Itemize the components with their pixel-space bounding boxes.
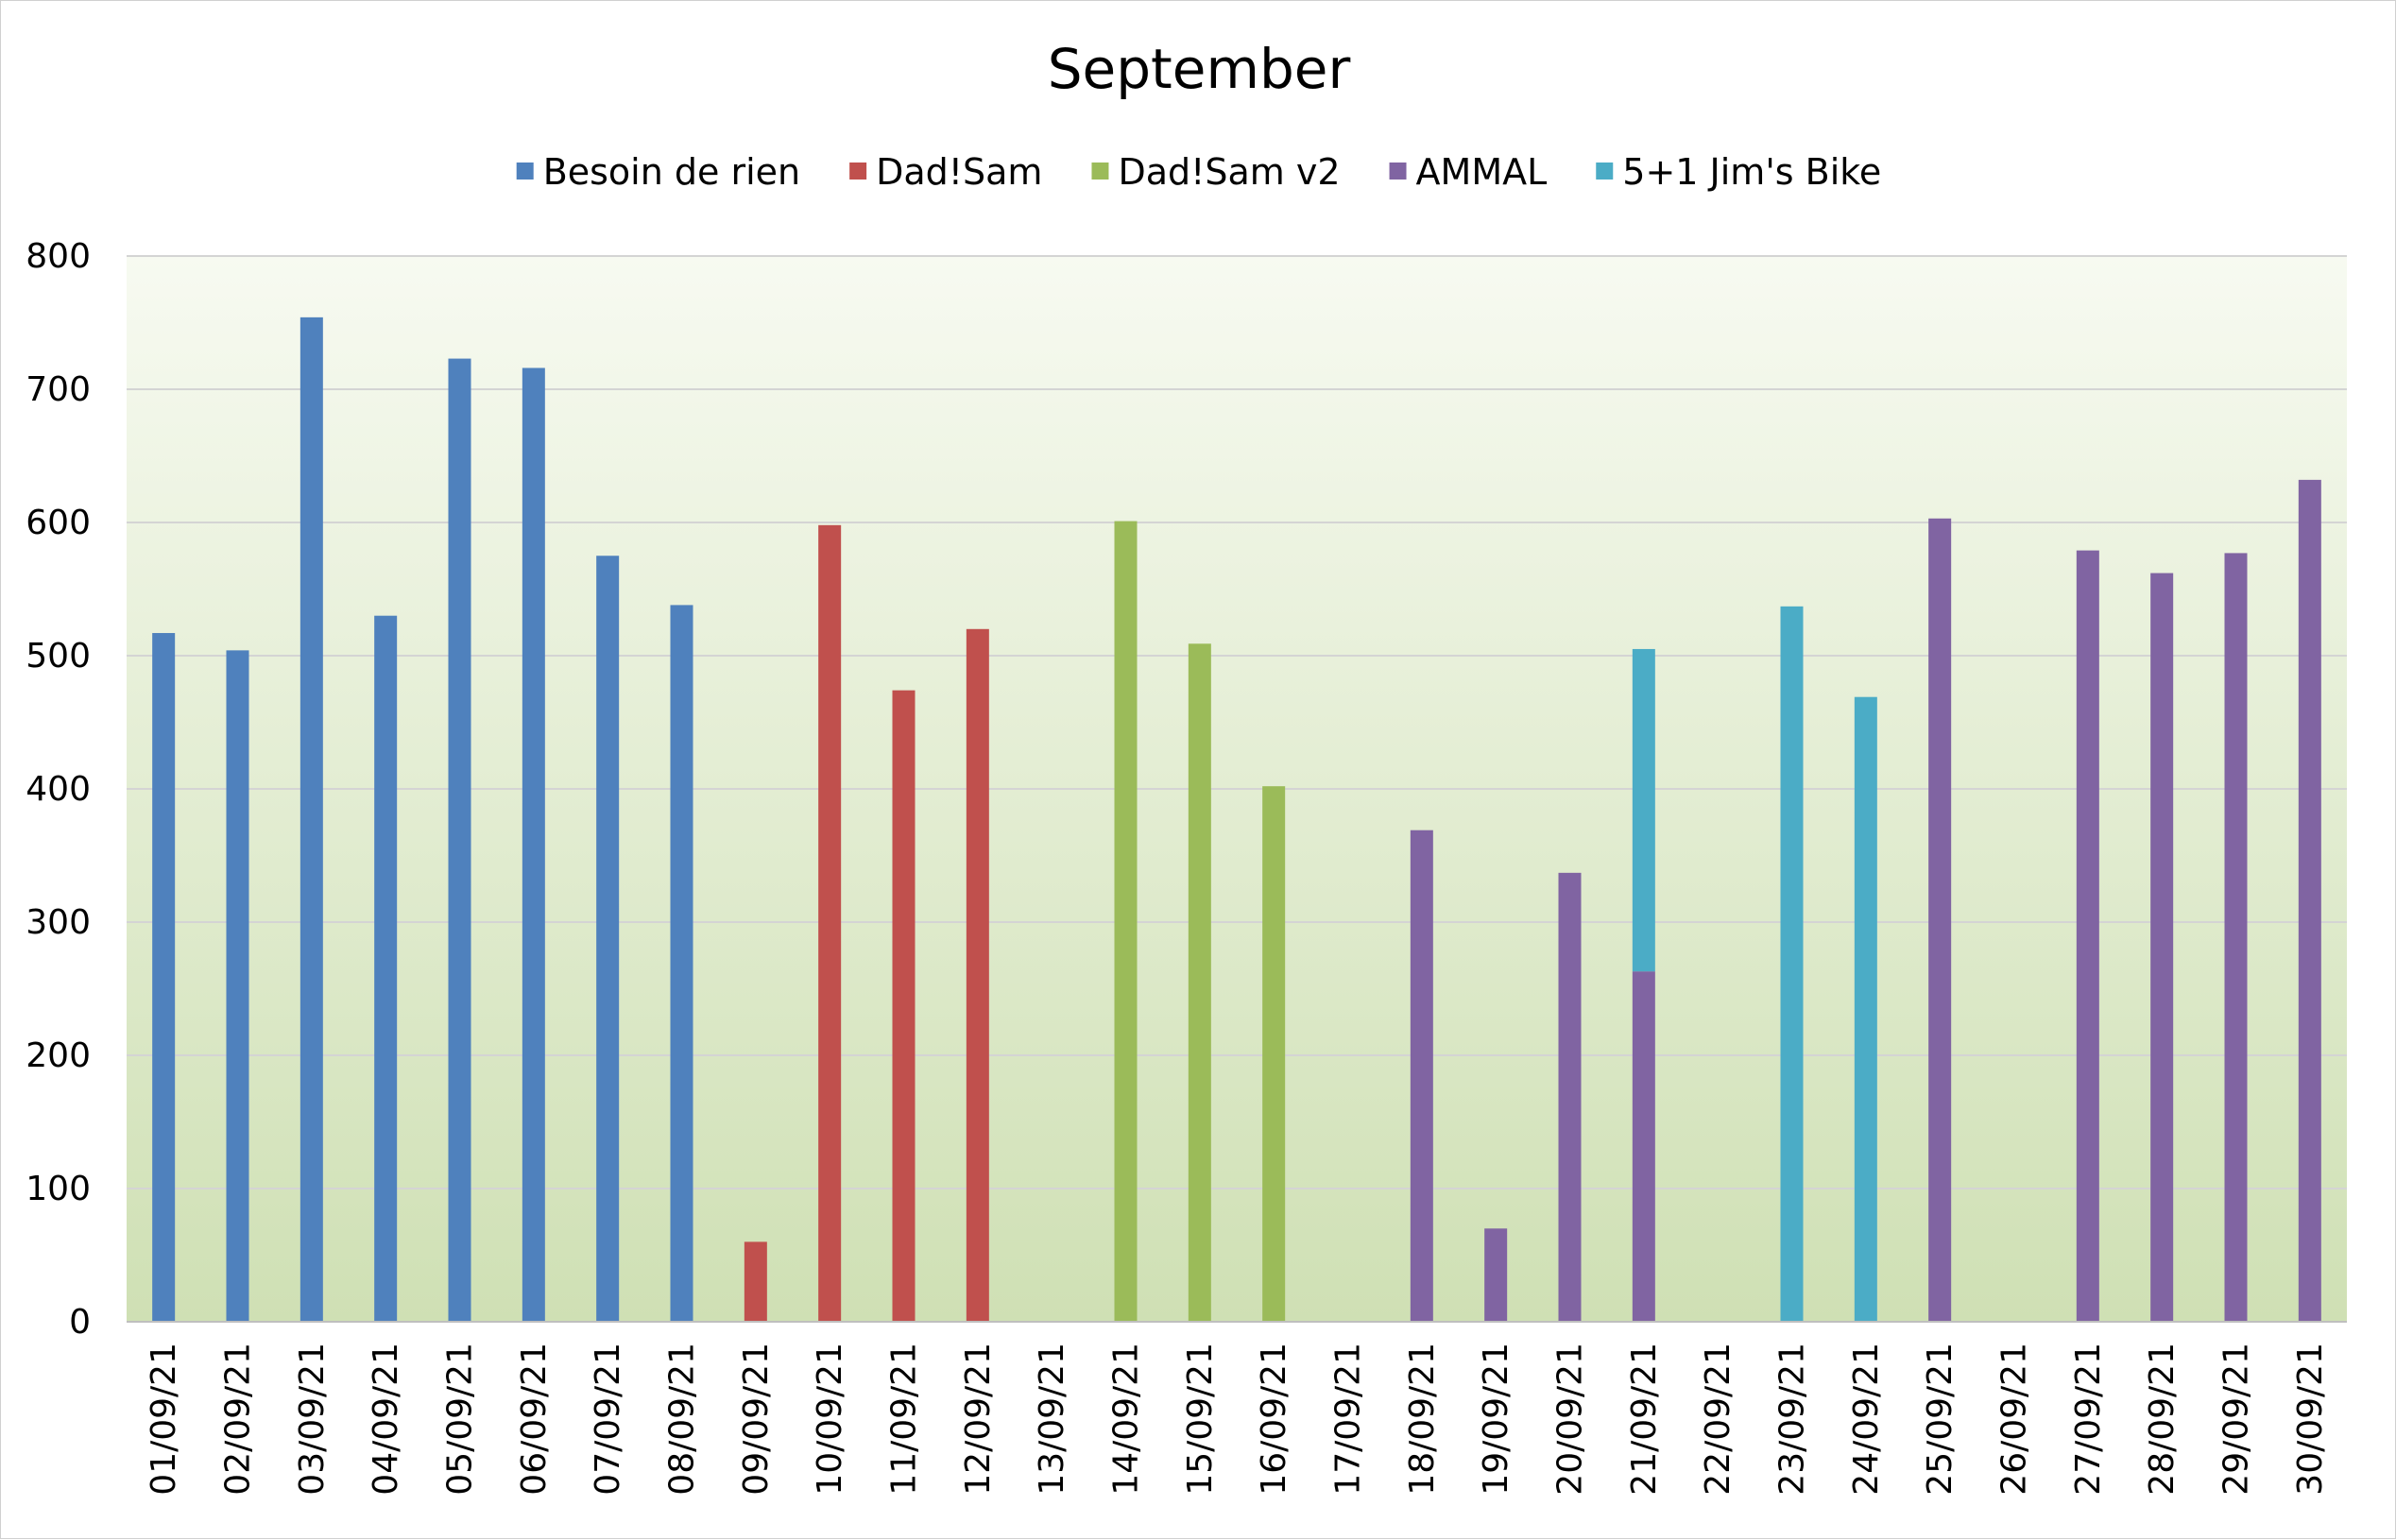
x-tick-label: 28/09/21 <box>2143 1343 2182 1496</box>
x-tick-label: 06/09/21 <box>515 1343 554 1496</box>
x-tick-label: 19/09/21 <box>1477 1343 1515 1496</box>
bar-1-5 <box>448 358 471 1322</box>
legend-swatch <box>1596 163 1614 180</box>
legend-item-3: Dad!Sam v2 <box>1091 151 1341 193</box>
y-tick-label: 700 <box>26 370 91 409</box>
bar-2-9 <box>744 1241 767 1322</box>
bar-1-7 <box>596 556 620 1322</box>
bar-4-30 <box>2298 479 2321 1322</box>
x-tick-label: 16/09/21 <box>1255 1343 1293 1496</box>
bar-4-25 <box>1928 518 1952 1322</box>
y-tick-label: 500 <box>26 637 91 676</box>
x-tick-label: 07/09/21 <box>589 1343 627 1496</box>
legend-item-2: Dad!Sam <box>849 151 1042 193</box>
x-tick-label: 05/09/21 <box>441 1343 480 1496</box>
bar-1-4 <box>374 615 398 1322</box>
x-tick-label: 02/09/21 <box>219 1343 258 1496</box>
x-tick-label: 30/09/21 <box>2291 1343 2330 1496</box>
x-tick-label: 03/09/21 <box>293 1343 332 1496</box>
bar-4-29 <box>2224 553 2248 1322</box>
legend-label: 5+1 Jim's Bike <box>1622 151 1881 193</box>
x-tick-label: 14/09/21 <box>1107 1343 1146 1496</box>
x-tick-label: 01/09/21 <box>145 1343 183 1496</box>
bar-4-27 <box>2076 550 2099 1322</box>
legend-label: Besoin de rien <box>543 151 800 193</box>
x-tick-label: 21/09/21 <box>1625 1343 1664 1496</box>
x-tick-label: 26/09/21 <box>1995 1343 2034 1496</box>
legend-label: Dad!Sam v2 <box>1118 151 1340 193</box>
y-tick-label: 200 <box>26 1036 91 1075</box>
y-tick-label: 400 <box>26 770 91 809</box>
x-tick-label: 15/09/21 <box>1181 1343 1220 1496</box>
legend-label: AMMAL <box>1416 151 1548 193</box>
bar-4-19 <box>1484 1228 1508 1322</box>
x-tick-label: 17/09/21 <box>1329 1343 1368 1496</box>
bars <box>152 317 2321 1322</box>
legend-item-1: Besoin de rien <box>516 151 800 193</box>
legend: Besoin de rien Dad!Sam Dad!Sam v2 AMMAL 5+1 … <box>516 151 1881 193</box>
bar-5-24 <box>1854 696 1877 1322</box>
x-tick-label: 08/09/21 <box>663 1343 702 1496</box>
bar-3-16 <box>1262 786 1286 1322</box>
x-tick-label: 10/09/21 <box>811 1343 849 1496</box>
legend-label: Dad!Sam <box>876 151 1042 193</box>
y-tick-label: 100 <box>26 1170 91 1208</box>
x-tick-label: 04/09/21 <box>367 1343 405 1496</box>
legend-item-5: 5+1 Jim's Bike <box>1596 151 1881 193</box>
bar-1-6 <box>522 368 545 1322</box>
bar-2-12 <box>966 628 989 1322</box>
bar-5-21 <box>1632 648 1655 972</box>
bar-1-1 <box>152 633 176 1322</box>
y-tick-label: 800 <box>26 237 91 276</box>
bar-1-3 <box>300 317 323 1322</box>
bar-4-18 <box>1410 830 1433 1322</box>
x-tick-label: 29/09/21 <box>2217 1343 2256 1496</box>
y-tick-label: 300 <box>26 903 91 942</box>
x-tick-label: 11/09/21 <box>885 1343 924 1496</box>
x-tick-label: 22/09/21 <box>1699 1343 1737 1496</box>
x-tick-label: 24/09/21 <box>1847 1343 1886 1496</box>
bar-4-20 <box>1558 872 1582 1322</box>
x-tick-label: 20/09/21 <box>1551 1343 1590 1496</box>
bar-3-14 <box>1114 521 1138 1322</box>
x-tick-label: 18/09/21 <box>1403 1343 1442 1496</box>
bar-5-23 <box>1780 606 1804 1322</box>
x-tick-label: 12/09/21 <box>959 1343 998 1496</box>
legend-item-4: AMMAL <box>1389 151 1548 193</box>
x-tick-label: 23/09/21 <box>1773 1343 1812 1496</box>
legend-swatch <box>849 163 867 180</box>
x-axis: 01/09/21 02/09/21 03/09/21 04/09/21 05/09/21… <box>127 1321 2347 1496</box>
x-tick-label: 09/09/21 <box>737 1343 776 1496</box>
legend-swatch <box>1091 163 1109 180</box>
y-tick-label: 0 <box>69 1303 91 1342</box>
bar-4-21 <box>1632 971 1655 1322</box>
bar-2-10 <box>818 524 842 1322</box>
bar-1-2 <box>226 650 249 1322</box>
legend-swatch <box>1389 163 1407 180</box>
legend-swatch <box>516 163 534 180</box>
bar-2-11 <box>892 690 916 1322</box>
y-axis: 0 100 200 300 400 500 600 700 800 <box>26 237 91 1342</box>
x-tick-label: 27/09/21 <box>2069 1343 2108 1496</box>
y-tick-label: 600 <box>26 504 91 542</box>
x-tick-label: 13/09/21 <box>1033 1343 1071 1496</box>
chart-title: September <box>1048 37 1351 101</box>
bar-1-8 <box>670 605 693 1322</box>
bar-3-15 <box>1188 643 1211 1322</box>
bar-4-28 <box>2150 573 2174 1322</box>
x-tick-label: 25/09/21 <box>1921 1343 1960 1496</box>
